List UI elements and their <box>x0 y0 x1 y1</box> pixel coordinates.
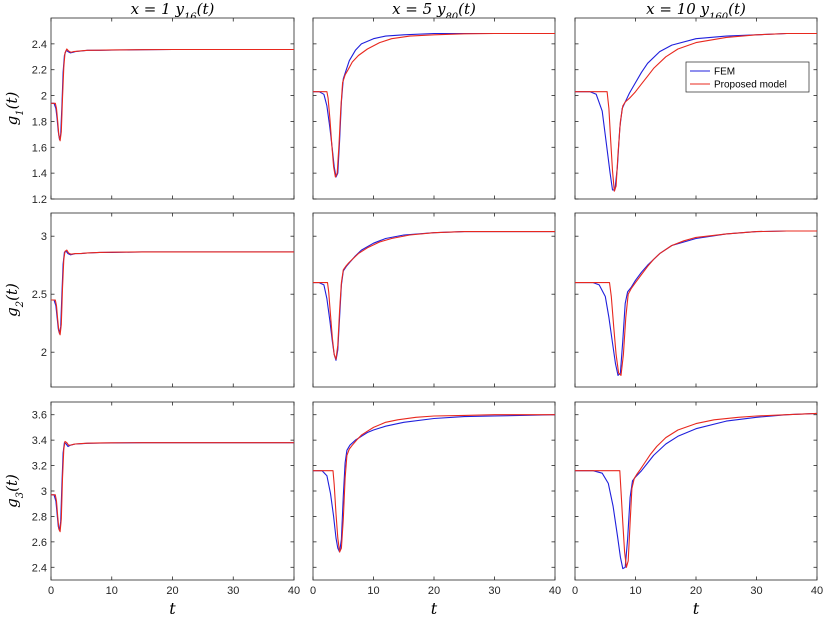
axes-box <box>50 17 295 200</box>
x-tick-label: 30 <box>227 585 239 597</box>
y-tick-label: 1.4 <box>32 168 47 180</box>
legend-label: Proposed model <box>714 80 787 91</box>
x-tick-label: 40 <box>811 585 823 597</box>
x-tick-label: 40 <box>549 585 561 597</box>
panel-r1-c1: 1.2 1.4 1.6 1.8 2 2.2 2.4 <box>32 17 295 206</box>
y-tick-label: 2.4 <box>32 562 47 574</box>
y-tick-label: 2.8 <box>32 511 47 523</box>
y-tick-label: 1.2 <box>32 194 47 206</box>
x-tick-label: 0 <box>48 585 54 597</box>
y-tick-label: 3 <box>41 231 47 243</box>
x-tick-label: 0 <box>310 585 316 597</box>
axes-box <box>574 17 818 200</box>
x-tick-label: 30 <box>488 585 500 597</box>
panel-r3-c1: 2.4 2.6 2.8 3 3.2 3.4 3.6 0 10 20 30 40 <box>32 401 300 597</box>
y-tick-label: 3.4 <box>32 435 47 447</box>
panel-r1-c2 <box>312 17 556 200</box>
y-tick-label: 2 <box>41 91 47 103</box>
y-tick-label: 2.6 <box>32 537 47 549</box>
x-axis-label-1: t <box>169 599 176 618</box>
x-tick-label: 10 <box>106 585 118 597</box>
x-tick-label: 10 <box>367 585 379 597</box>
series-line-proposed-model <box>313 32 555 178</box>
x-tick-label: 20 <box>166 585 178 597</box>
column-title-2: x = 5 y80(t) <box>392 0 476 23</box>
row-ylabel-3: g3(t) <box>3 474 26 508</box>
series-line-proposed-model <box>51 440 294 533</box>
axes-box <box>50 401 295 581</box>
y-tick-label: 3.2 <box>32 461 47 473</box>
x-tick-label: 20 <box>690 585 702 597</box>
y-tick-label: 1.6 <box>32 142 47 154</box>
y-tick-label: 1.8 <box>32 116 47 128</box>
axes-box <box>312 17 556 200</box>
y-tick-label: 3 <box>41 486 47 498</box>
x-tick-label: 10 <box>629 585 641 597</box>
series-line-proposed-model <box>51 249 294 336</box>
y-tick-label: 2.2 <box>32 65 47 77</box>
y-tick-label: 2.5 <box>32 289 47 301</box>
panel-r2-c3 <box>574 212 818 388</box>
panel-r3-c3: 0 10 20 30 40 <box>572 401 823 597</box>
y-tick-label: 2 <box>41 347 47 359</box>
series-line-proposed-model <box>575 230 817 376</box>
series-line-proposed-model <box>575 32 817 192</box>
y-tick-label: 2.4 <box>32 39 47 51</box>
panel-r2-c1: 22.53 <box>32 212 295 388</box>
y-tick-label: 3.6 <box>32 410 47 422</box>
x-tick-label: 30 <box>750 585 762 597</box>
row-ylabel-1: g1(t) <box>3 91 26 125</box>
axes-box <box>574 401 818 581</box>
x-tick-label: 20 <box>428 585 440 597</box>
axes-box <box>312 212 556 388</box>
x-tick-label: 40 <box>288 585 300 597</box>
series-line-fem <box>313 414 555 553</box>
row-ylabel-2: g2(t) <box>3 283 26 317</box>
series-line-proposed-model <box>51 48 294 142</box>
axes-box <box>312 401 556 581</box>
column-title-1: x = 1 y16(t) <box>131 0 215 23</box>
panel-r3-c2: 0 10 20 30 40 <box>310 401 561 597</box>
series-line-fem <box>575 412 817 570</box>
x-axis-label-2: t <box>431 599 438 618</box>
legend-label: FEM <box>714 67 735 78</box>
series-line-proposed-model <box>313 231 555 360</box>
x-axis-label-3: t <box>693 599 700 618</box>
panel-r2-c2 <box>312 212 556 388</box>
series-line-proposed-model <box>313 414 555 553</box>
x-tick-label: 0 <box>572 585 578 597</box>
column-title-3: x = 10 y160(t) <box>646 0 746 23</box>
panel-r1-c3: FEM Proposed model <box>574 17 818 200</box>
series-line-fem <box>575 230 817 376</box>
axes-box <box>574 212 818 388</box>
axes-box <box>50 212 295 388</box>
legend: FEM Proposed model <box>685 61 810 93</box>
legend-box <box>685 61 810 93</box>
series-line-proposed-model <box>575 412 817 568</box>
